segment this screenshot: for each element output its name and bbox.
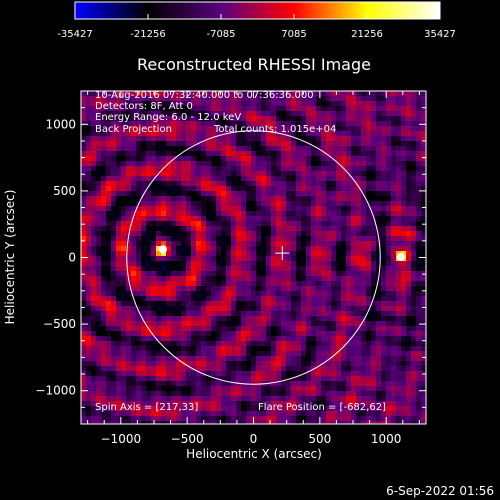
colorbar-tick-label: 35427 xyxy=(424,29,456,40)
colorbar-gradient xyxy=(75,2,440,19)
colorbar-frame xyxy=(74,1,441,20)
annotation-method: Back Projection xyxy=(95,124,172,135)
colorbar-tick-label: -35427 xyxy=(57,29,92,40)
x-tick-label: −500 xyxy=(171,432,204,446)
chart-title: Reconstructed RHESSI Image xyxy=(137,55,371,74)
annotation-time: 10-Aug-2016 07:32:40.000 to 07:36:36.000 xyxy=(95,90,314,101)
colorbar-tick-label: 7085 xyxy=(281,29,306,40)
spin-axis-crosshair xyxy=(275,246,290,261)
heatmap xyxy=(81,91,426,424)
y-tick-label: −500 xyxy=(43,317,76,331)
colorbar-tick-label: 21256 xyxy=(351,29,383,40)
flare-source xyxy=(159,245,168,254)
annotations: 10-Aug-2016 07:32:40.000 to 07:36:36.000… xyxy=(95,90,386,413)
footer-date: 6-Sep-2022 01:56 xyxy=(386,484,494,498)
annotation-flare-position: Flare Position = [-682,62] xyxy=(258,402,386,413)
annotation-counts: Total counts: 1.015e+04 xyxy=(213,124,336,135)
x-axis-label: Heliocentric X (arcsec) xyxy=(186,447,322,461)
x-tick-label: 0 xyxy=(250,432,258,446)
x-tick-label: −1000 xyxy=(101,432,142,446)
y-tick-label: 1000 xyxy=(45,117,76,131)
y-axis-label: Heliocentric Y (arcsec) xyxy=(3,190,17,325)
annotation-energy: Energy Range: 6.0 - 12.0 keV xyxy=(95,112,241,123)
x-tick-label: 1000 xyxy=(371,432,402,446)
y-tick-label: 0 xyxy=(68,251,76,265)
flare-source xyxy=(396,252,405,261)
annotation-detectors: Detectors: 8F, Att 0 xyxy=(95,101,193,112)
solar-limb xyxy=(126,130,381,385)
x-tick-label: 500 xyxy=(308,432,331,446)
colorbar-tick-label: -21256 xyxy=(130,29,165,40)
colorbar: -35427 -21256 -7085 7085 21256 35427 xyxy=(57,1,456,40)
y-tick-label: 500 xyxy=(53,184,76,198)
y-tick-label: −1000 xyxy=(35,384,76,398)
annotation-spin-axis: Spin Axis = [217,33] xyxy=(95,402,198,413)
axis-ticks: −1000 −500 0 500 1000 −1000 −500 0 500 1000 xyxy=(35,91,426,446)
plot-area xyxy=(81,91,426,424)
colorbar-tick-label: -7085 xyxy=(206,29,235,40)
colorbar-ticks: -35427 -21256 -7085 7085 21256 35427 xyxy=(57,14,456,40)
